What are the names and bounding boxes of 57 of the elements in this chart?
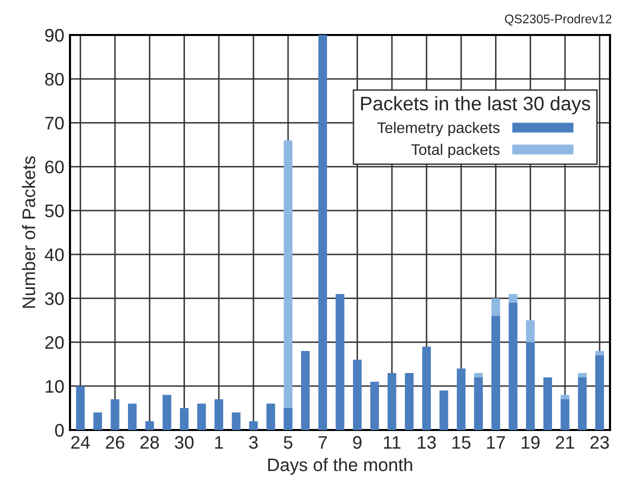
y-tick-label: 60 (45, 160, 64, 174)
y-tick-label: 10 (46, 380, 64, 393)
legend-label: Telemetry packets (377, 122, 500, 136)
x-tick-label: 17 (487, 436, 505, 449)
x-tick-label: 23 (590, 436, 609, 449)
bar (76, 386, 85, 430)
bar (128, 404, 137, 430)
y-tick-label: 90 (45, 28, 64, 42)
x-tick-label: 30 (174, 436, 194, 449)
x-tick-label: 26 (106, 436, 124, 449)
bar (543, 377, 552, 430)
bar (249, 421, 258, 430)
bar (214, 399, 224, 430)
bar (336, 294, 344, 430)
x-tick-label: 11 (384, 436, 400, 449)
bar (232, 412, 240, 430)
legend-title: Packets in the last 30 days (361, 96, 590, 114)
bar (456, 368, 466, 430)
bar (404, 372, 414, 430)
y-tick-label: 20 (45, 336, 64, 349)
x-tick-label: 3 (249, 436, 258, 449)
x-tick-label: 13 (418, 436, 436, 449)
bar (284, 408, 292, 430)
x-axis-title: Days of the month (268, 458, 412, 475)
text: QS2305-Prodrev12 (504, 14, 612, 26)
x-tick-label: 9 (353, 436, 362, 449)
bar (352, 360, 362, 430)
bar (526, 342, 535, 430)
bar (180, 408, 189, 430)
x-tick-label: 24 (71, 436, 90, 449)
bar (440, 390, 448, 430)
x-tick-label: 19 (522, 436, 540, 449)
y-tick-label: 80 (45, 72, 64, 86)
x-tick-label: 21 (556, 436, 574, 449)
y-tick-label: 70 (45, 116, 64, 130)
bar (370, 382, 379, 430)
bar (318, 35, 328, 430)
bar (301, 351, 310, 430)
bar (266, 404, 276, 430)
x-tick-label: 15 (452, 436, 470, 449)
y-tick-label: 30 (45, 292, 64, 306)
bar (422, 346, 431, 430)
bar (93, 412, 102, 430)
bar (110, 399, 120, 430)
y-tick-label: 40 (44, 248, 64, 262)
x-tick-label: 1 (215, 436, 223, 449)
bar (145, 421, 154, 430)
x-tick-label: 5 (284, 436, 292, 449)
y-axis-title: Number of Packets (22, 156, 36, 308)
y-tick-label: 50 (45, 204, 64, 218)
bar (197, 404, 206, 430)
bar (162, 394, 172, 430)
x-tick-label: 7 (318, 436, 327, 449)
y-tick-label: 0 (55, 424, 64, 437)
legend-label: Total packets (411, 144, 500, 158)
x-tick-label: 28 (140, 436, 159, 449)
bar (388, 372, 396, 430)
